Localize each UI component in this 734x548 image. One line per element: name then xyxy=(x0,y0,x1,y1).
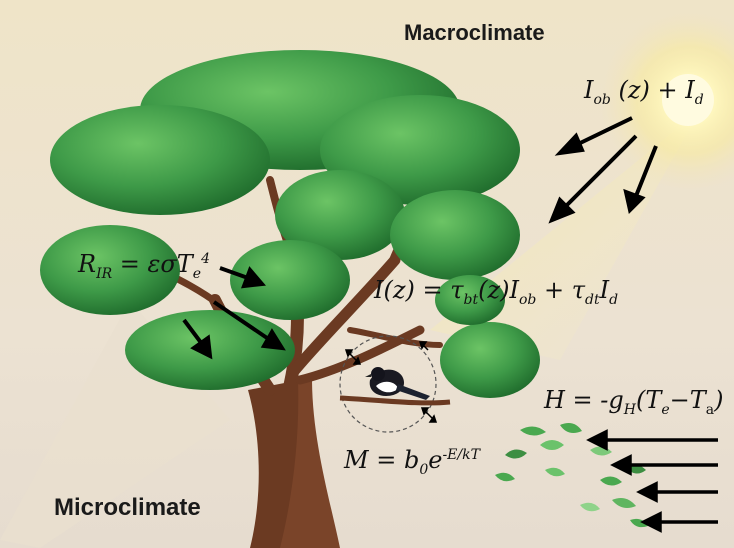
wind-leaves xyxy=(495,423,648,528)
microclimate-title: Microclimate xyxy=(54,494,201,521)
solar-radiation-equation: Iob (z) + Id xyxy=(584,76,704,108)
perch-branch xyxy=(339,395,451,406)
tree-foliage xyxy=(40,50,540,398)
wind-arrows xyxy=(586,429,718,533)
convective-heat-equation: H = -gH(Te−Ta) xyxy=(544,386,724,418)
tree-trunk xyxy=(248,378,340,548)
infrared-radiation-equation: RIR = εσTe4 xyxy=(78,250,211,282)
sun xyxy=(662,74,714,126)
macroclimate-title: Macroclimate xyxy=(404,20,545,45)
solar-radiation-arrows xyxy=(548,116,658,224)
bird-boundary-circle xyxy=(339,335,437,433)
bird-heat-exchange-arrows xyxy=(344,341,438,423)
metabolic-heat-equation: M = b0e-E/kT xyxy=(344,446,480,478)
magpie-bird xyxy=(365,367,430,400)
infrared-radiation-arrows xyxy=(182,266,286,360)
transmitted-radiation-equation: I(z) = τbt(z)Iob + τdtId xyxy=(374,276,619,308)
